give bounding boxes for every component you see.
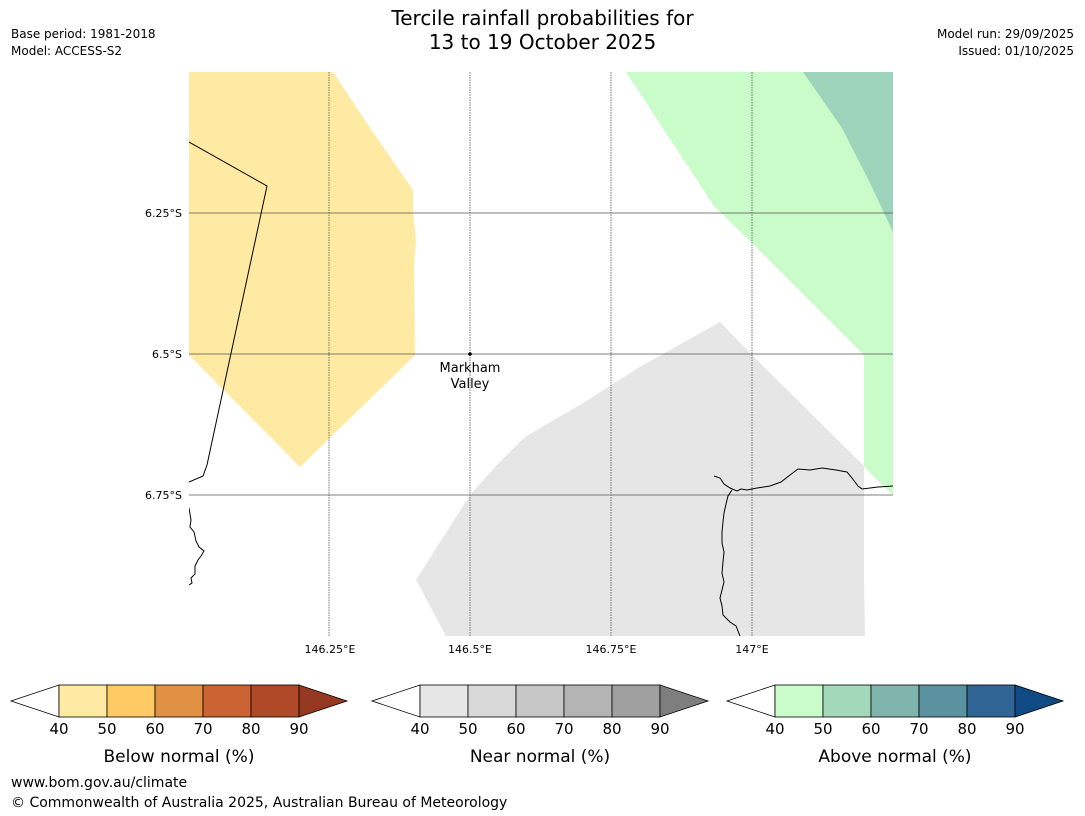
near-normal-legend-swatch (419, 684, 469, 718)
lon-label-147: 147°E (735, 643, 768, 656)
coastline-east (713, 467, 893, 492)
below-normal-legend-high-extend (298, 684, 349, 718)
above-normal-legend-swatch (870, 684, 920, 718)
below-normal-legend-low-extend (9, 684, 60, 718)
near-normal-legend-high-extend (659, 684, 710, 718)
map-area (189, 72, 893, 636)
map-title: Tercile rainfall probabilities for 13 to… (0, 6, 1085, 54)
near-normal-legend-tick: 50 (458, 720, 477, 738)
below-normal-legend-swatch (250, 684, 300, 718)
lat-label-6-25: 6.25°S (145, 207, 182, 220)
below-normal-legend-tick: 90 (289, 720, 308, 738)
below-normal-legend: 40 50 60 70 80 90 Below normal (%) (9, 684, 349, 767)
title-line-2: 13 to 19 October 2025 (428, 30, 657, 54)
above-normal-legend-swatch (774, 684, 824, 718)
near-normal-legend-tick: 60 (506, 720, 525, 738)
above-normal-legend-swatch (822, 684, 872, 718)
meta-right: Model run: 29/09/2025 Issued: 01/10/2025 (937, 26, 1074, 60)
above-normal-legend-low-extend (725, 684, 776, 718)
near-normal-legend-swatch (515, 684, 565, 718)
near-normal-legend-tick: 40 (410, 720, 429, 738)
base-period: Base period: 1981-2018 (11, 27, 156, 41)
near-normal-legend-low-extend (370, 684, 421, 718)
near-normal-legend: 40 50 60 70 80 90 Near normal (%) (370, 684, 710, 767)
below-normal-legend-tick: 80 (241, 720, 260, 738)
place-marker (468, 352, 472, 356)
above-normal-legend-tick: 80 (957, 720, 976, 738)
footer-copyright: © Commonwealth of Australia 2025, Austra… (11, 795, 508, 811)
below-normal-legend-swatch (154, 684, 204, 718)
model-run: Model run: 29/09/2025 (936, 27, 1074, 41)
above-normal-legend: 40 50 60 70 80 90 Above normal (%) (725, 684, 1065, 767)
above-normal-50-region (803, 72, 893, 232)
below-normal-region (189, 72, 416, 467)
below-normal-legend-label: Below normal (%) (104, 747, 255, 767)
near-normal-legend-swatch (611, 684, 661, 718)
above-normal-legend-tick: 90 (1005, 720, 1024, 738)
above-normal-region (626, 72, 893, 495)
boundaries (189, 141, 893, 636)
above-normal-legend-tick: 70 (909, 720, 928, 738)
near-normal-legend-tick: 90 (650, 720, 669, 738)
below-normal-legend-tick: 60 (145, 720, 164, 738)
above-normal-legend-tick: 40 (765, 720, 784, 738)
title-line-1: Tercile rainfall probabilities for (391, 6, 694, 30)
border-line (189, 141, 268, 483)
coastline-west (189, 507, 205, 586)
near-normal-legend-label: Near normal (%) (470, 747, 610, 767)
river-line (719, 489, 741, 636)
below-normal-legend-swatch (58, 684, 108, 718)
near-normal-region (416, 322, 865, 636)
above-normal-legend-swatch (966, 684, 1016, 718)
below-normal-legend-tick: 70 (193, 720, 212, 738)
below-normal-legend-swatch (106, 684, 156, 718)
below-normal-legend-tick: 50 (97, 720, 116, 738)
above-normal-legend-tick: 50 (813, 720, 832, 738)
lon-label-146-5: 146.5°E (448, 643, 492, 656)
legends: 40 50 60 70 80 90 Below normal (%) 40 50 60 70 80 90… (9, 684, 1065, 767)
lon-label-146-75: 146.75°E (586, 643, 637, 656)
below-normal-legend-swatch (202, 684, 252, 718)
model-name: Model: ACCESS-S2 (11, 44, 123, 58)
above-normal-legend-high-extend (1014, 684, 1065, 718)
meta-left: Base period: 1981-2018 Model: ACCESS-S2 (11, 26, 156, 60)
above-normal-legend-swatch (918, 684, 968, 718)
above-normal-legend-label: Above normal (%) (818, 747, 971, 767)
below-normal-legend-tick: 40 (49, 720, 68, 738)
footer-url: www.bom.gov.au/climate (11, 775, 188, 791)
place-label-line-2: Valley (451, 377, 490, 392)
issued-date: Issued: 01/10/2025 (958, 44, 1074, 58)
lat-label-6-75: 6.75°S (145, 489, 182, 502)
near-normal-legend-tick: 70 (554, 720, 573, 738)
near-normal-legend-swatch (563, 684, 613, 718)
near-normal-legend-swatch (467, 684, 517, 718)
lon-label-146-25: 146.25°E (305, 643, 356, 656)
above-normal-legend-tick: 60 (861, 720, 880, 738)
place-label-line-1: Markham (440, 361, 501, 376)
lat-label-6-5: 6.5°S (152, 348, 182, 361)
near-normal-legend-tick: 80 (602, 720, 621, 738)
gridlines (189, 72, 893, 636)
